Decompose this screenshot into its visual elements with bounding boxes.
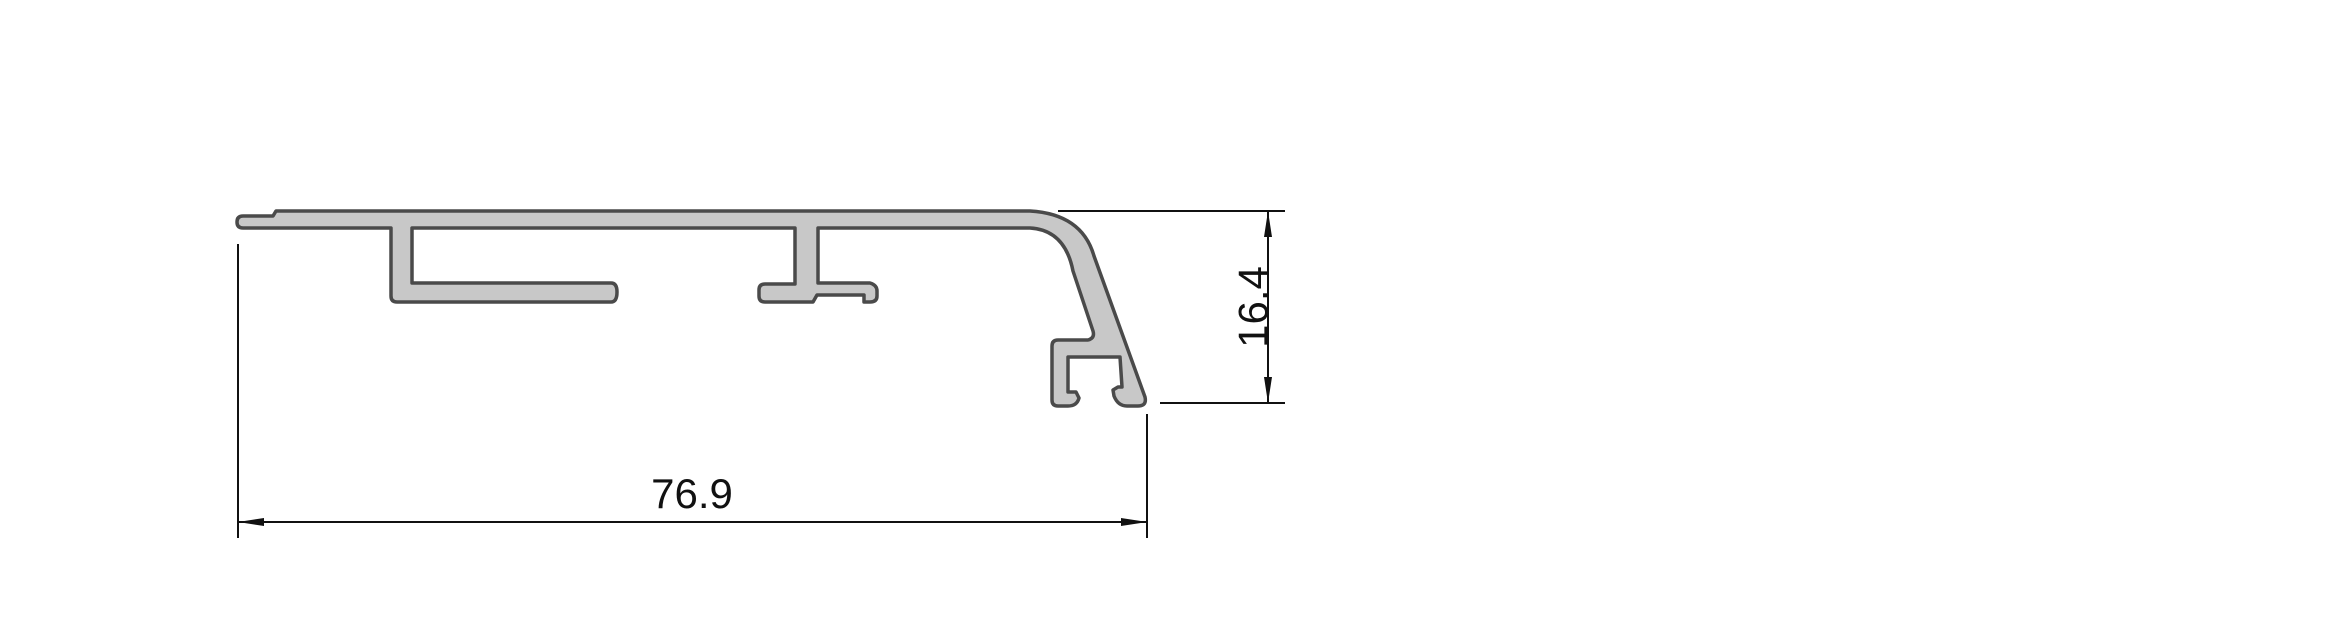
width-dimension-label: 76.9	[651, 470, 733, 517]
height-dimension-label: 16.4	[1230, 266, 1277, 348]
width-dimension	[237, 244, 1148, 538]
height-arrow-bottom	[1264, 377, 1272, 403]
profile-cross-section	[235, 209, 1148, 408]
height-arrow-top	[1264, 211, 1272, 237]
width-arrow-left	[238, 518, 264, 526]
width-arrow-right	[1121, 518, 1147, 526]
height-dimension	[1058, 210, 1285, 404]
